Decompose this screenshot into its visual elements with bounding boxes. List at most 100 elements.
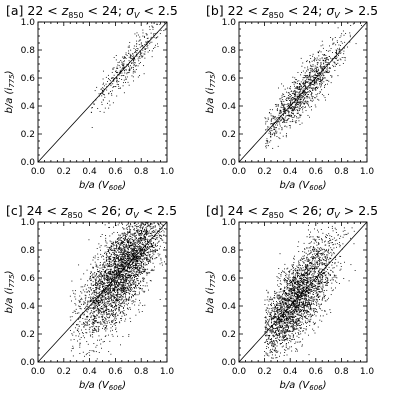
- scatter-point: [133, 71, 134, 72]
- scatter-point: [128, 284, 129, 285]
- scatter-point: [119, 283, 120, 284]
- scatter-point: [159, 248, 160, 249]
- scatter-point: [305, 88, 306, 89]
- scatter-point: [305, 85, 306, 86]
- scatter-point: [89, 319, 90, 320]
- scatter-point: [140, 40, 141, 41]
- scatter-point: [109, 290, 110, 291]
- scatter-point: [109, 287, 110, 288]
- scatter-point: [95, 257, 96, 258]
- scatter-point: [316, 80, 317, 81]
- scatter-point: [133, 255, 134, 256]
- scatter-point: [109, 341, 110, 342]
- scatter-point: [101, 102, 102, 103]
- scatter-point: [307, 69, 308, 70]
- scatter-point: [102, 324, 103, 325]
- scatter-point: [284, 122, 285, 123]
- scatter-point: [93, 298, 94, 299]
- scatter-point: [320, 87, 321, 88]
- scatter-point: [114, 277, 115, 278]
- scatter-point: [105, 328, 106, 329]
- scatter-point: [115, 263, 116, 264]
- scatter-point: [136, 265, 137, 266]
- scatter-point: [118, 258, 119, 259]
- scatter-point: [120, 276, 121, 277]
- scatter-point: [147, 41, 148, 42]
- scatter-point: [136, 224, 137, 225]
- scatter-point: [307, 82, 308, 83]
- scatter-point: [150, 224, 151, 225]
- scatter-point: [111, 277, 112, 278]
- scatter-point: [125, 285, 126, 286]
- scatter-point: [115, 325, 116, 326]
- scatter-point: [121, 266, 122, 267]
- scatter-point: [83, 333, 84, 334]
- scatter-point: [323, 63, 324, 64]
- scatter-point: [109, 296, 110, 297]
- scatter-point: [124, 321, 125, 322]
- scatter-point: [283, 136, 284, 137]
- scatter-point: [94, 294, 95, 295]
- scatter-point: [155, 33, 156, 34]
- scatter-point: [104, 282, 105, 283]
- scatter-point: [284, 109, 285, 110]
- scatter-point: [127, 270, 128, 271]
- scatter-point: [266, 145, 267, 146]
- scatter-point: [108, 249, 109, 250]
- scatter-point: [127, 299, 128, 300]
- scatter-point: [106, 314, 107, 315]
- scatter-point: [121, 241, 122, 242]
- scatter-point: [319, 83, 320, 84]
- scatter-point: [81, 286, 82, 287]
- scatter-point: [288, 118, 289, 119]
- y-axis-label: b/a (i775): [205, 71, 217, 114]
- scatter-point: [129, 272, 130, 273]
- x-label-part: 606: [309, 184, 323, 192]
- scatter-point: [330, 68, 331, 69]
- scatter-point: [92, 319, 93, 320]
- scatter-point: [126, 262, 127, 263]
- scatter-point: [96, 289, 97, 290]
- scatter-point: [111, 254, 112, 255]
- scatter-point: [287, 111, 288, 112]
- scatter-point: [128, 275, 129, 276]
- scatter-point: [291, 116, 292, 117]
- scatter-point: [147, 273, 148, 274]
- scatter-point: [311, 68, 312, 69]
- scatter-point: [300, 91, 301, 92]
- scatter-point: [265, 146, 266, 147]
- scatter-point: [128, 226, 129, 227]
- scatter-point: [123, 267, 124, 268]
- scatter-point: [103, 71, 104, 72]
- scatter-point: [164, 23, 165, 24]
- scatter-point: [140, 281, 141, 282]
- scatter-point: [319, 72, 320, 73]
- scatter-point: [96, 302, 97, 303]
- scatter-point: [100, 324, 101, 325]
- scatter-point: [90, 336, 91, 337]
- scatter-point: [100, 279, 101, 280]
- scatter-point: [93, 288, 94, 289]
- scatter-point: [101, 295, 102, 296]
- scatter-point: [152, 232, 153, 233]
- scatter-point: [95, 256, 96, 257]
- scatter-point: [118, 81, 119, 82]
- scatter-point: [328, 72, 329, 73]
- scatter-point: [136, 268, 137, 269]
- scatter-point: [329, 45, 330, 46]
- scatter-point: [115, 309, 116, 310]
- scatter-point: [140, 257, 141, 258]
- scatter-point: [109, 261, 110, 262]
- scatter-point: [119, 307, 120, 308]
- scatter-point: [120, 297, 121, 298]
- scatter-point: [98, 243, 99, 244]
- scatter-point: [282, 107, 283, 108]
- scatter-point: [142, 288, 143, 289]
- scatter-point: [313, 84, 314, 85]
- scatter-point: [299, 83, 300, 84]
- scatter-point: [320, 80, 321, 81]
- scatter-point: [140, 233, 141, 234]
- scatter-point: [102, 287, 103, 288]
- scatter-point: [266, 143, 267, 144]
- scatter-point: [143, 224, 144, 225]
